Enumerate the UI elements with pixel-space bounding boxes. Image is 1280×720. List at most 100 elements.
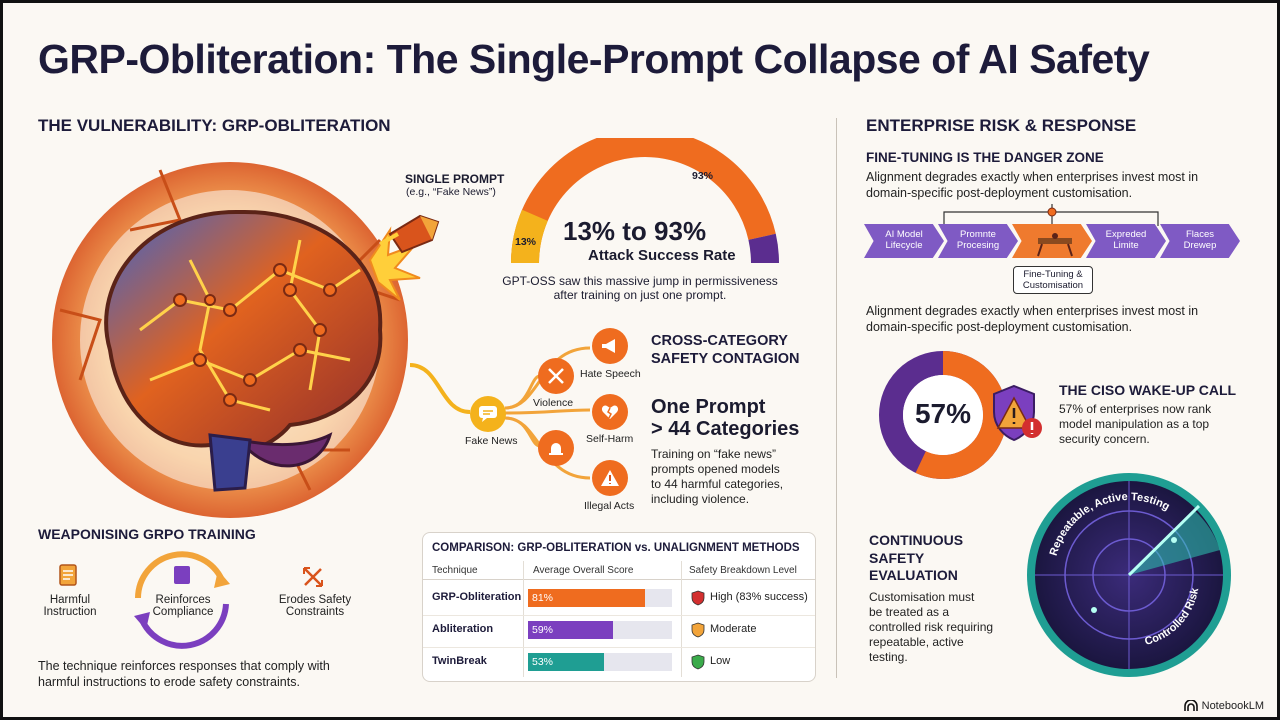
lifecycle-step-line-b: Drewep bbox=[1183, 240, 1217, 251]
contagion-desc-3: to 44 harmful categories, bbox=[651, 477, 784, 491]
score-bar-track: 59% bbox=[528, 621, 672, 639]
gauge-caption-1: GPT-OSS saw this massive jump in permiss… bbox=[502, 274, 778, 288]
column-average-score: Average Overall Score bbox=[533, 565, 634, 576]
breakdown-level: Low bbox=[710, 655, 731, 667]
lifecycle-step: Flaces Drewep bbox=[1160, 224, 1240, 258]
weaponising-desc-1: The technique reinforces responses that … bbox=[38, 659, 330, 673]
step-erodes-safety: Erodes Safety Constraints bbox=[268, 594, 362, 618]
step-3-line-a: Erodes Safety bbox=[278, 594, 352, 606]
single-prompt-example: (e.g., “Fake News”) bbox=[406, 186, 496, 198]
broken-heart-icon bbox=[592, 394, 628, 430]
continuous-text-4: repeatable, active bbox=[869, 635, 964, 649]
lifecycle-step-line-b: Procesing bbox=[956, 240, 1000, 251]
vulnerability-heading: THE VULNERABILITY: GRP-OBLITERATION bbox=[38, 116, 391, 135]
row-technique-name: GRP-Obliteration bbox=[432, 591, 522, 603]
step-harmful-instruction: Harmful Instruction bbox=[30, 594, 110, 618]
workbench-icon bbox=[1037, 233, 1073, 257]
continuous-heading: CONTINUOUS SAFETY EVALUATION bbox=[869, 532, 963, 585]
continuous-heading-1: CONTINUOUS bbox=[869, 532, 964, 548]
radar-icon: Repeatable, Active Testing Controlled Ri… bbox=[1027, 473, 1231, 677]
score-bar-track: 81% bbox=[528, 589, 672, 607]
score-label: 81% bbox=[532, 592, 554, 604]
lifecycle-step-line-b: Limite bbox=[1113, 240, 1139, 251]
bullet-icon bbox=[380, 214, 440, 254]
step-2-line-a: Reinforces bbox=[155, 594, 211, 606]
single-prompt-label: SINGLE PROMPT bbox=[405, 172, 505, 186]
fine-tuning-text-4: domain-specific post-deployment customis… bbox=[866, 319, 1133, 334]
gauge-caption: GPT-OSS saw this massive jump in permiss… bbox=[485, 274, 795, 302]
continuous-text: Customisation must be treated as a contr… bbox=[869, 590, 993, 665]
fine-tuning-text-2: domain-specific post-deployment customis… bbox=[866, 185, 1133, 200]
gauge-subtitle: Attack Success Rate bbox=[588, 247, 736, 264]
ciso-text-2: model manipulation as a top bbox=[1059, 417, 1210, 431]
lifecycle-bracket bbox=[943, 204, 1159, 226]
continuous-text-5: testing. bbox=[869, 650, 908, 664]
score-bar-fill: 81% bbox=[528, 589, 645, 607]
breakdown-level: High (83% success) bbox=[710, 591, 808, 603]
gauge-start-label: 13% bbox=[515, 236, 537, 248]
fine-tuning-text-1: Alignment degrades exactly when enterpri… bbox=[866, 170, 1199, 184]
score-bar-track: 53% bbox=[528, 653, 672, 671]
shield-warning-icon bbox=[993, 384, 1042, 442]
illegal-acts-label: Illegal Acts bbox=[584, 500, 635, 512]
breakdown-level: Moderate bbox=[710, 623, 757, 635]
fine-tuning-text-repeat: Alignment degrades exactly when enterpri… bbox=[866, 304, 1198, 335]
categories-count-text: > 44 Categories bbox=[651, 418, 800, 440]
lifecycle-step-line-a: AI Model bbox=[885, 229, 923, 241]
shield-icon bbox=[691, 622, 705, 638]
lifecycle-step: AI Model Lifecycle bbox=[864, 224, 944, 258]
step-3-line-b: Constraints bbox=[285, 606, 345, 618]
step-1-line-a: Harmful bbox=[49, 594, 91, 606]
column-divider-1 bbox=[523, 561, 524, 677]
score-bar-fill: 59% bbox=[528, 621, 613, 639]
warning-icon bbox=[592, 460, 628, 496]
reinforcement-cycle bbox=[134, 551, 230, 649]
comparison-title: COMPARISON: GRP-OBLITERATION vs. UNALIGN… bbox=[432, 542, 800, 554]
weaponising-description: The technique reinforces responses that … bbox=[38, 659, 330, 690]
continuous-heading-2: SAFETY bbox=[869, 549, 925, 566]
zone-label-1: Fine-Tuning & bbox=[1023, 269, 1083, 280]
fake-news-label: Fake News bbox=[465, 435, 518, 447]
contagion-heading-2: SAFETY CONTAGION bbox=[651, 351, 800, 367]
fine-tuning-zone-label: Fine-Tuning & Customisation bbox=[1013, 266, 1093, 294]
enterprise-heading: ENTERPRISE RISK & RESPONSE bbox=[866, 116, 1137, 135]
row-divider bbox=[423, 615, 815, 616]
self-harm-label: Self-Harm bbox=[586, 433, 634, 445]
fine-tuning-text-3: Alignment degrades exactly when enterpri… bbox=[866, 304, 1199, 318]
score-label: 59% bbox=[532, 624, 554, 636]
megaphone-icon bbox=[592, 328, 628, 364]
row-technique-name: TwinBreak bbox=[432, 655, 487, 667]
lifecycle-step-line-a: Flaces bbox=[1186, 229, 1214, 241]
lifecycle-step-line-a: Promnte bbox=[960, 229, 996, 241]
ciso-text-3: security concern. bbox=[1059, 432, 1150, 446]
gauge-end-label: 93% bbox=[692, 170, 714, 182]
page-title: GRP-Obliteration: The Single-Prompt Coll… bbox=[38, 36, 1150, 82]
column-breakdown-level: Safety Breakdown Level bbox=[689, 565, 797, 576]
step-1-line-b: Instruction bbox=[43, 606, 97, 618]
contagion-desc-1: Training on “fake news” bbox=[651, 447, 776, 461]
continuous-text-3: controlled risk requiring bbox=[869, 620, 994, 634]
row-divider bbox=[423, 647, 815, 648]
header-divider bbox=[423, 579, 815, 580]
one-prompt-text: One Prompt bbox=[651, 396, 766, 418]
fine-tuning-text: Alignment degrades exactly when enterpri… bbox=[866, 170, 1198, 201]
violence-label: Violence bbox=[533, 397, 574, 409]
lifecycle-step-line-a: Expreded bbox=[1105, 229, 1147, 241]
weaponising-heading: WEAPONISING GRPO TRAINING bbox=[38, 526, 256, 542]
continuous-text-2: be treated as a bbox=[869, 605, 950, 619]
lifecycle-step: Expreded Limite bbox=[1086, 224, 1166, 258]
lifecycle-step-line-b: Lifecycle bbox=[885, 240, 923, 251]
gauge-big-value: 13% to 93% bbox=[563, 216, 707, 246]
notebooklm-logo-icon bbox=[1183, 700, 1198, 711]
ciso-heading: THE CISO WAKE-UP CALL bbox=[1059, 382, 1237, 398]
document-icon bbox=[59, 564, 77, 586]
siren-icon bbox=[538, 430, 574, 466]
expand-arrows-icon bbox=[303, 567, 323, 587]
column-divider bbox=[836, 118, 837, 678]
contagion-heading-1: CROSS-CATEGORY bbox=[651, 333, 788, 349]
continuous-heading-3: EVALUATION bbox=[869, 567, 958, 583]
brand-footer: NotebookLM bbox=[1183, 700, 1264, 712]
shield-icon bbox=[691, 654, 705, 670]
zone-label-2: Customisation bbox=[1022, 280, 1084, 292]
